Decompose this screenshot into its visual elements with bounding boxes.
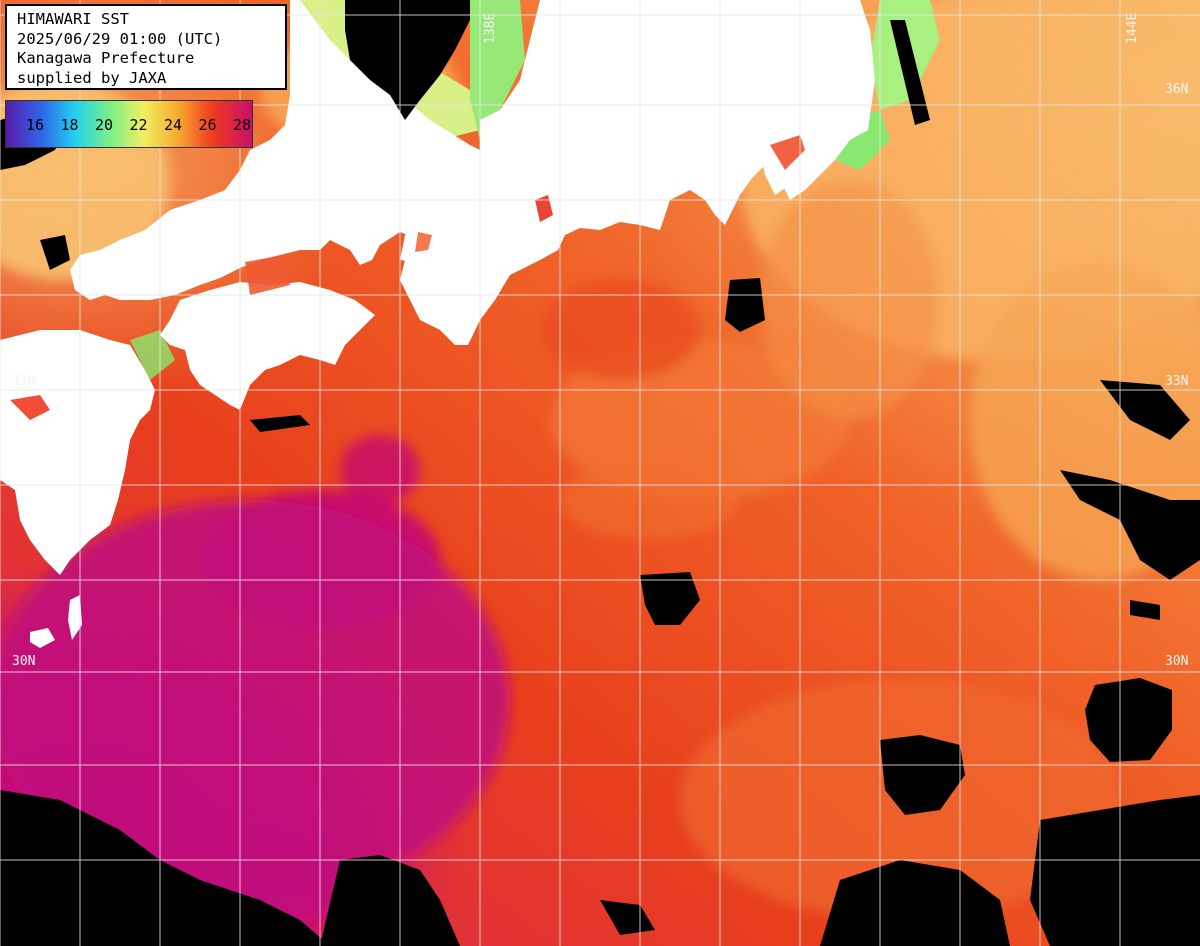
legend-tick: 28 <box>233 116 252 134</box>
honshu <box>70 0 875 345</box>
lon-label-138e: 138E <box>483 12 498 44</box>
credit: supplied by JAXA <box>17 68 167 87</box>
lat-label-30n-left: 30N <box>12 654 36 669</box>
lat-label-33n-right: 33N <box>1165 374 1189 389</box>
lat-label-36n: 36N <box>1165 82 1189 97</box>
timestamp: 2025/06/29 01:00 (UTC) <box>17 29 223 48</box>
legend-tick: 26 <box>198 116 217 134</box>
legend-tick: 20 <box>95 116 114 134</box>
title: HIMAWARI SST <box>17 10 129 28</box>
lat-label-33n-left: 33N <box>12 374 36 389</box>
kyushu <box>0 330 155 575</box>
legend-tick: 16 <box>26 116 45 134</box>
lon-label-144e: 144E <box>1125 12 1140 44</box>
legend-ticks: 16 18 20 22 24 26 28 <box>26 116 268 134</box>
legend-tick: 24 <box>164 116 183 134</box>
info-box: HIMAWARI SST 2025/06/29 01:00 (UTC) Kana… <box>5 4 287 90</box>
coastal-fringe <box>10 135 805 420</box>
temperature-legend: 16 18 20 22 24 26 28 <box>5 100 253 148</box>
legend-tick: 18 <box>60 116 79 134</box>
legend-gradient <box>6 101 252 147</box>
lat-label-30n-right: 30N <box>1165 654 1189 669</box>
land <box>0 0 875 648</box>
legend-tick: 22 <box>129 116 148 134</box>
shikoku <box>160 282 375 410</box>
region: Kanagawa Prefecture <box>17 49 195 67</box>
